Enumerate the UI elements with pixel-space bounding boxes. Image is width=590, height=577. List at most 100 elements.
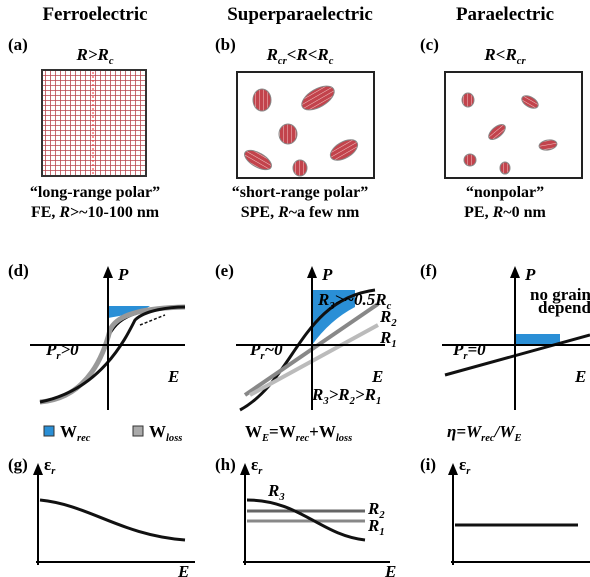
subscript: c	[109, 56, 114, 67]
curve-label: R1​	[379, 328, 397, 350]
text-part: ε	[44, 455, 51, 474]
caption: PE, R~0 nm	[464, 204, 546, 221]
text-part: ~a few nm	[289, 204, 360, 221]
drawings	[30, 70, 590, 565]
text-part: ~0	[265, 340, 284, 359]
panel-label: (e)	[215, 261, 234, 280]
axis-label: P	[524, 265, 536, 284]
text-part: ε	[251, 455, 258, 474]
subscript: r	[258, 466, 263, 477]
subscript: 1	[391, 339, 396, 350]
text-part: W	[149, 422, 166, 441]
subscript: 3	[278, 492, 284, 503]
curve-label: R3​	[267, 481, 285, 503]
curve-label: R2​	[379, 307, 397, 329]
text-part: >~10-100 nm	[70, 204, 160, 221]
column-title: Superparaelectric	[227, 4, 373, 25]
panel-label: (a)	[8, 35, 28, 54]
legend-entry: Wloss​	[149, 422, 182, 444]
subscript: 1	[379, 527, 384, 538]
panel-label: (g)	[8, 455, 28, 474]
text-part: R	[266, 45, 278, 64]
size-condition: R<Rcr​	[483, 45, 526, 67]
subscript: 2	[390, 318, 397, 329]
text-part: +W	[309, 422, 336, 441]
axis-label: E	[384, 562, 396, 577]
axis-label: E	[177, 562, 189, 577]
axis-label: εr​	[251, 455, 263, 477]
subscript: r	[51, 466, 56, 477]
panel-label: (i)	[420, 455, 436, 474]
text-part: =0	[468, 340, 487, 359]
subscript: r	[466, 466, 471, 477]
size-condition: R>Rc​	[75, 45, 113, 67]
panel-label: (d)	[8, 261, 29, 280]
caption: “short-range polar”	[232, 184, 368, 201]
text-part: R	[379, 307, 391, 326]
text-part: R	[277, 204, 289, 221]
column-title: Ferroelectric	[42, 4, 147, 25]
figure: Ferroelectric (a) R>Rc​ “long-range polar” F…	[0, 0, 590, 577]
text-part: R>R	[75, 45, 108, 64]
panel-label: (h)	[215, 455, 236, 474]
subscript: cr	[517, 56, 527, 67]
text-part: SPE,	[241, 204, 278, 221]
axis-label: E	[167, 367, 179, 386]
text-part: =W	[269, 422, 296, 441]
text-part: R	[367, 516, 379, 535]
axis-label: E	[574, 367, 586, 386]
text-part: W	[60, 422, 77, 441]
text-part: FE,	[31, 204, 59, 221]
text-part: ε	[459, 455, 466, 474]
remanent-polarization: Pr​=0	[452, 340, 486, 362]
subscript: 2	[378, 510, 385, 521]
axis-label: E	[371, 367, 383, 386]
text-part: R	[492, 204, 504, 221]
subscript: E	[261, 433, 269, 444]
column-title: Paraelectric	[456, 4, 554, 25]
text-part: η	[447, 422, 456, 441]
text-part: <R<R	[287, 45, 329, 64]
text-part: P	[249, 340, 261, 359]
axis-label: εr​	[44, 455, 56, 477]
subscript: rec	[77, 433, 91, 444]
text-part: >R	[355, 385, 376, 404]
text-part: >0	[61, 340, 80, 359]
size-order: R3​>R2​>R1​	[311, 385, 381, 407]
panel-label: (b)	[215, 35, 236, 54]
text-part: R	[58, 204, 70, 221]
axis-label: P	[321, 265, 333, 284]
axis-label: P	[117, 265, 129, 284]
legend-formula: η=Wrec​/WE​	[447, 422, 521, 444]
text-part: ~0 nm	[503, 204, 546, 221]
subscript: E	[513, 433, 521, 444]
subscript: loss	[336, 433, 352, 444]
remanent-polarization: Pr​>0	[45, 340, 79, 362]
text-part: PE,	[464, 204, 492, 221]
caption: “long-range polar”	[30, 184, 160, 201]
text-part: R	[317, 290, 329, 309]
text-part: R	[379, 328, 391, 347]
text-part: >~0.5R	[335, 290, 387, 309]
legend-formula: WE​=Wrec​+Wloss​	[245, 422, 352, 444]
caption: “nonpolar”	[466, 184, 544, 201]
caption: FE, R>~10-100 nm	[31, 204, 160, 221]
remanent-polarization: Pr​~0	[249, 340, 283, 362]
text-part: R	[267, 481, 279, 500]
subscript: rec	[296, 433, 310, 444]
legend-entry: Wrec​	[60, 422, 91, 444]
axis-label: εr​	[459, 455, 471, 477]
text-part: R	[311, 385, 323, 404]
text-part: W	[245, 422, 262, 441]
text-part: R<R	[483, 45, 516, 64]
text-part: P	[45, 340, 57, 359]
caption: SPE, R~a few nm	[241, 204, 360, 221]
text-part: =W	[456, 422, 483, 441]
panel-label: (f)	[420, 261, 437, 280]
note: dependence	[538, 298, 590, 317]
subscript: loss	[166, 433, 182, 444]
panel-label: (c)	[420, 35, 439, 54]
subscript: 1	[376, 396, 381, 407]
text-part: /W	[493, 422, 517, 441]
size-condition: Rcr​<R<Rc​	[266, 45, 334, 67]
